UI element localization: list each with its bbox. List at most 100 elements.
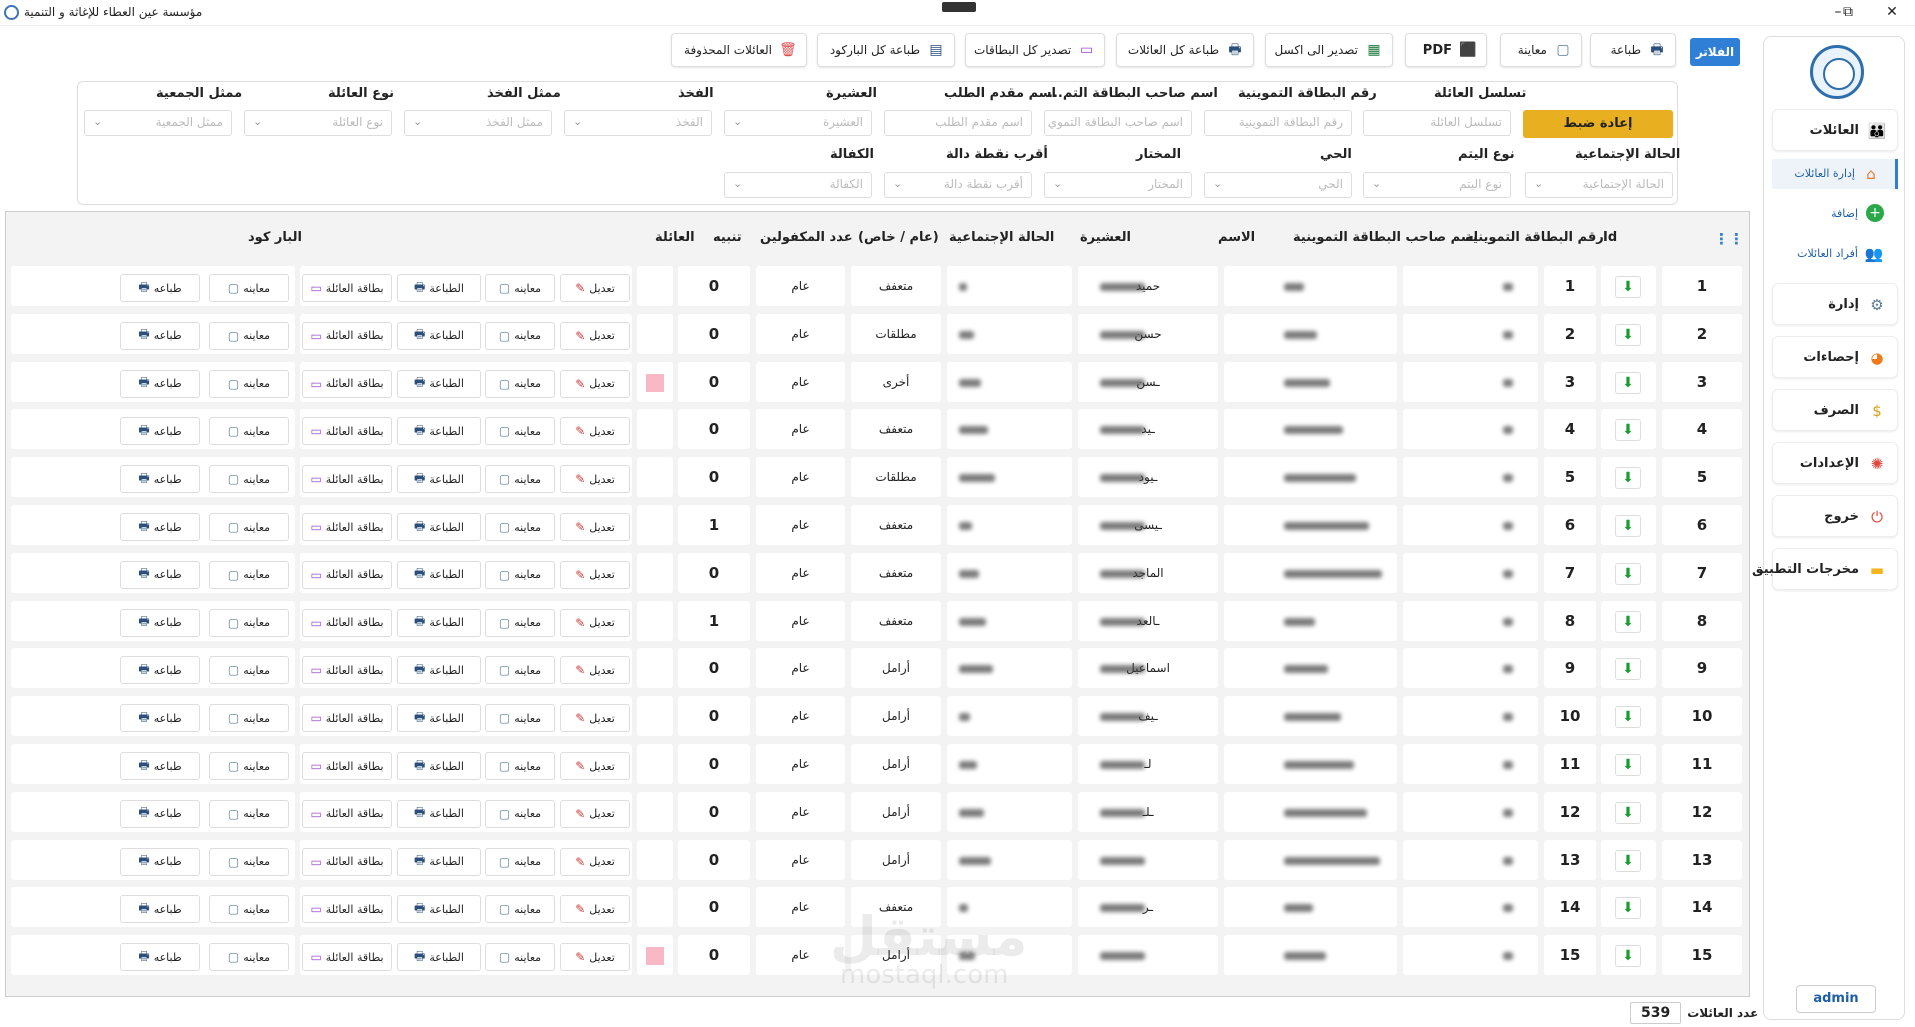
preview-button[interactable]: معاينه ▢ [485,321,555,350]
edit-button[interactable]: تعديل ✎ [560,321,630,350]
print-all-families-button[interactable]: 🖶 طباعة كل العائلات [1116,33,1254,67]
download-icon[interactable]: ⬇ [1615,276,1641,298]
header-barcode[interactable]: البار كود [248,230,302,245]
header-sponsored[interactable]: عدد المكفولين [760,230,853,245]
table-row[interactable]: 12 ⬇ 12 ـلـ أرامل عام 0 تعديل ✎ معاينه ▢ الطباعة 🖶 بط… [11,790,1746,834]
table-row[interactable]: 14 ⬇ 14 ـر متعفف عام 0 تعديل ✎ معاينه ▢ الطباعة 🖶 بطا… [11,885,1746,929]
deleted-families-button[interactable]: 🗑 العائلات المحذوفة [671,33,807,67]
table-row[interactable]: 5 ⬇ 5 ـيود مطلقات عام 0 تعديل ✎ معاينه ▢ الطباعة 🖶 بط… [11,455,1746,499]
edit-button[interactable]: تعديل ✎ [560,560,630,589]
table-row[interactable]: 2 ⬇ 2 حسن مطلقات عام 0 تعديل ✎ معاينه ▢ الطباعة 🖶 بطا… [11,312,1746,356]
barcode-print-button[interactable]: طباعه 🖶 [120,704,200,733]
preview-button[interactable]: معاينه ▢ [485,513,555,541]
barcode-print-button[interactable]: طباعه 🖶 [120,752,200,780]
print-family-button[interactable]: الطباعة 🖶 [397,943,481,972]
ration-card-input[interactable]: رقم البطاقة التموينية [1204,110,1352,136]
table-row[interactable]: 4 ⬇ 4 ـيد متعفف عام 0 تعديل ✎ معاينه ▢ الطباعة 🖶 بطاق… [11,407,1746,451]
print-family-button[interactable]: الطباعة 🖶 [397,847,481,876]
barcode-print-button[interactable]: طباعه 🖶 [120,465,200,494]
filters-button[interactable]: الفلاتر [1690,38,1740,66]
assoc-rep-select[interactable]: ممثل الجمعية ⌄ [84,110,232,136]
sidebar-item-families[interactable]: 👪 العائلات [1772,109,1898,151]
table-row[interactable]: 7 ⬇ 7 الماجد متعفف عام 0 تعديل ✎ معاينه ▢ الطباعة 🖶 ب… [11,551,1746,595]
preview-button[interactable]: معاينه ▢ [485,704,555,733]
download-icon[interactable]: ⬇ [1615,706,1641,729]
table-row[interactable]: 11 ⬇ 11 لـ أرامل عام 0 تعديل ✎ معاينه ▢ الطباعة 🖶 بطا… [11,742,1746,786]
edit-button[interactable]: تعديل ✎ [560,752,630,780]
column-chooser-icon[interactable]: ⋮⋮ [1714,230,1744,248]
family-card-button[interactable]: بطاقة العائلة ▭ [302,321,392,350]
preview-button[interactable]: معاينه ▢ [485,895,555,924]
preview-button[interactable]: ▢ معاينة [1500,33,1582,67]
preview-button[interactable]: معاينه ▢ [485,943,555,972]
pdf-button[interactable]: ⬛ PDF [1405,33,1487,67]
edit-button[interactable]: تعديل ✎ [560,943,630,972]
family-card-button[interactable]: بطاقة العائلة ▭ [302,752,392,780]
sidebar-item-settings[interactable]: ✺ الإعدادات [1772,442,1898,484]
print-family-button[interactable]: الطباعة 🖶 [397,465,481,494]
minimize-icon[interactable]: – [1834,4,1842,20]
barcode-preview-button[interactable]: معاينه ▢ [209,943,289,972]
family-card-button[interactable]: بطاقة العائلة ▭ [302,513,392,541]
print-family-button[interactable]: الطباعة 🖶 [397,895,481,924]
preview-button[interactable]: معاينه ▢ [485,417,555,446]
district-select[interactable]: الحي ⌄ [1204,172,1352,198]
family-card-button[interactable]: بطاقة العائلة ▭ [302,369,392,398]
sidebar-item-family-members[interactable]: 👥 أفراد العائلات [1772,239,1898,269]
download-icon[interactable]: ⬇ [1615,801,1641,824]
tribe-select[interactable]: العشيرة ⌄ [724,110,872,136]
header-type[interactable]: (عام / خاص) [858,230,939,245]
family-card-button[interactable]: بطاقة العائلة ▭ [302,656,392,685]
family-card-button[interactable]: بطاقة العائلة ▭ [302,704,392,733]
barcode-preview-button[interactable]: معاينه ▢ [209,369,289,398]
sidebar-item-spending[interactable]: $ الصرف [1772,389,1898,431]
barcode-preview-button[interactable]: معاينه ▢ [209,704,289,733]
header-social-status[interactable]: الحالة الإجتماعية [949,230,1055,245]
preview-button[interactable]: معاينه ▢ [485,752,555,780]
print-family-button[interactable]: الطباعة 🖶 [397,704,481,733]
header-alert[interactable]: تنبيه [713,230,742,245]
download-icon[interactable]: ⬇ [1615,323,1641,346]
print-family-button[interactable]: الطباعة 🖶 [397,417,481,446]
sidebar-item-administration[interactable]: ⚙ إدارة [1772,283,1898,325]
family-seq-input[interactable]: تسلسل العائلة [1363,110,1511,136]
barcode-print-button[interactable]: طباعه 🖶 [120,513,200,541]
family-card-button[interactable]: بطاقة العائلة ▭ [302,608,392,637]
download-icon[interactable]: ⬇ [1615,515,1641,537]
print-family-button[interactable]: الطباعة 🖶 [397,608,481,637]
download-icon[interactable]: ⬇ [1615,658,1641,681]
print-family-button[interactable]: الطباعة 🖶 [397,369,481,398]
sponsorship-select[interactable]: الكفالة ⌄ [724,172,872,198]
barcode-print-button[interactable]: طباعه 🖶 [120,560,200,589]
print-family-button[interactable]: الطباعة 🖶 [397,799,481,828]
family-card-button[interactable]: بطاقة العائلة ▭ [302,560,392,589]
sidebar-item-add[interactable]: + إضافة [1772,199,1898,229]
download-icon[interactable]: ⬇ [1615,610,1641,633]
barcode-preview-button[interactable]: معاينه ▢ [209,799,289,828]
edit-button[interactable]: تعديل ✎ [560,417,630,446]
barcode-print-button[interactable]: طباعه 🖶 [120,369,200,398]
edit-button[interactable]: تعديل ✎ [560,704,630,733]
barcode-preview-button[interactable]: معاينه ▢ [209,513,289,541]
family-card-button[interactable]: بطاقة العائلة ▭ [302,847,392,876]
edit-button[interactable]: تعديل ✎ [560,656,630,685]
barcode-preview-button[interactable]: معاينه ▢ [209,321,289,350]
table-row[interactable]: 3 ⬇ 3 ـسن أخرى عام 0 تعديل ✎ معاينه ▢ الطباعة 🖶 بطاقة… [11,360,1746,404]
barcode-print-button[interactable]: طباعه 🖶 [120,799,200,828]
family-type-select[interactable]: نوع العائلة ⌄ [244,110,392,136]
table-row[interactable]: 10 ⬇ 10 ـيف أرامل عام 0 تعديل ✎ معاينه ▢ الطباعة 🖶 بط… [11,694,1746,738]
sidebar-item-logout[interactable]: ⏻ خروج [1772,495,1898,537]
barcode-preview-button[interactable]: معاينه ▢ [209,274,289,302]
edit-button[interactable]: تعديل ✎ [560,465,630,494]
print-family-button[interactable]: الطباعة 🖶 [397,560,481,589]
barcode-print-button[interactable]: طباعه 🖶 [120,943,200,972]
download-icon[interactable]: ⬇ [1615,371,1641,394]
family-card-button[interactable]: بطاقة العائلة ▭ [302,274,392,302]
social-status-select[interactable]: الحالة الإجتماعية ⌄ [1525,172,1673,198]
drag-handle[interactable] [942,2,976,12]
barcode-preview-button[interactable]: معاينه ▢ [209,752,289,780]
barcode-print-button[interactable]: طباعه 🖶 [120,274,200,302]
table-row[interactable]: 6 ⬇ 6 ـيسى متعفف عام 1 تعديل ✎ معاينه ▢ الطباعة 🖶 بطا… [11,503,1746,547]
print-family-button[interactable]: الطباعة 🖶 [397,274,481,302]
current-user-button[interactable]: admin [1796,985,1876,1013]
